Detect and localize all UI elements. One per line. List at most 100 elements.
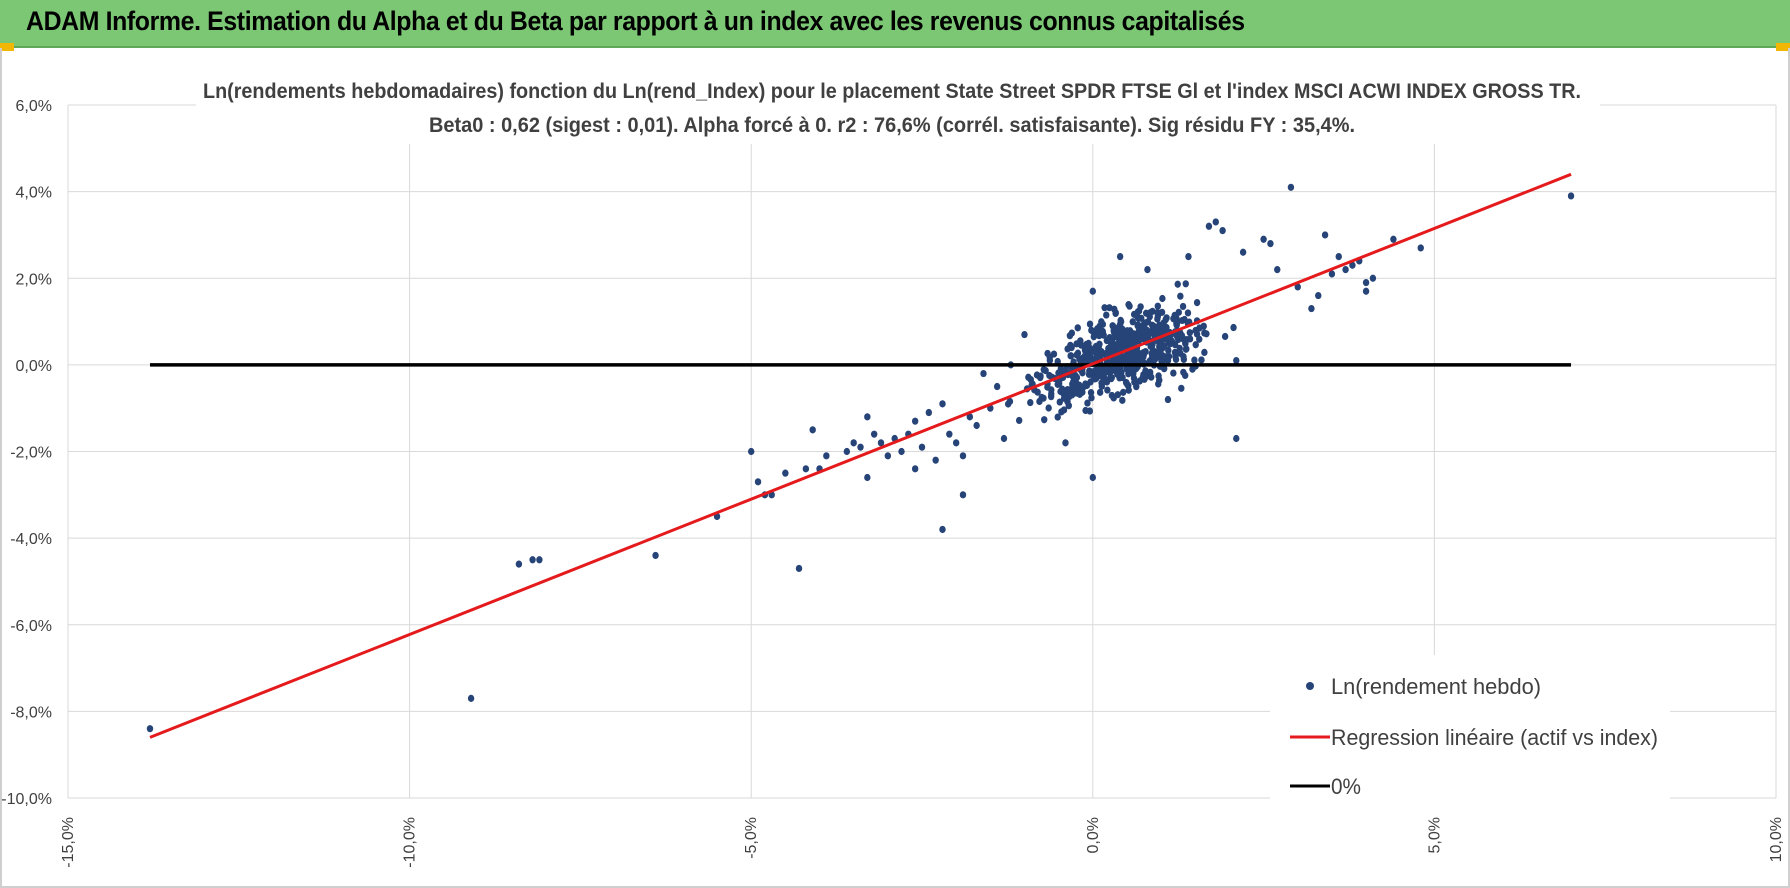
data-point — [1101, 304, 1108, 312]
data-point — [1057, 364, 1065, 373]
data-point — [1144, 265, 1151, 274]
report-banner: ADAM Informe. Estimation du Alpha et du … — [0, 0, 1790, 48]
data-point — [1172, 352, 1179, 361]
data-point — [857, 443, 864, 451]
legend-marker-points — [1306, 682, 1314, 690]
data-point — [1027, 398, 1034, 407]
data-point — [1120, 333, 1127, 341]
data-point — [1107, 339, 1115, 347]
data-point — [1129, 332, 1137, 340]
data-point — [1154, 308, 1161, 317]
data-point — [1155, 380, 1162, 388]
data-point — [1094, 325, 1101, 333]
data-point — [843, 447, 851, 456]
data-point — [1104, 386, 1111, 394]
data-point — [1116, 364, 1124, 373]
data-point — [1184, 309, 1192, 317]
data-point — [1021, 330, 1028, 339]
data-point — [1201, 348, 1208, 357]
x-tick-label: 10,0% — [1768, 817, 1785, 862]
data-point — [1085, 370, 1093, 379]
data-point — [1067, 352, 1075, 360]
data-point — [1149, 350, 1156, 358]
data-point — [911, 465, 919, 473]
data-point — [1152, 329, 1159, 337]
corner-marker-left — [0, 43, 14, 51]
y-tick-label: -2,0% — [10, 445, 52, 462]
data-point — [1116, 325, 1123, 333]
data-point — [1065, 402, 1072, 410]
data-point — [939, 400, 946, 408]
data-point — [754, 478, 762, 486]
data-point — [1267, 240, 1274, 248]
data-point — [1308, 304, 1315, 313]
regression-line — [149, 172, 1572, 739]
data-point — [1056, 398, 1063, 406]
data-point — [1221, 332, 1229, 341]
x-tick-label: 5,0% — [1426, 817, 1443, 853]
data-point — [1233, 356, 1240, 365]
data-point — [1069, 380, 1076, 388]
data-point — [1205, 222, 1213, 230]
data-point — [1073, 389, 1081, 397]
data-point — [1186, 329, 1194, 337]
data-point — [1064, 385, 1071, 394]
data-point — [1077, 337, 1084, 345]
data-point — [1119, 388, 1127, 396]
data-point — [515, 560, 523, 568]
data-point — [1146, 357, 1153, 365]
data-point — [529, 556, 536, 564]
data-point — [1000, 434, 1008, 443]
scatter-points — [146, 183, 1575, 733]
x-tick-label: -5,0% — [743, 817, 760, 859]
data-point — [1123, 353, 1130, 361]
data-point — [1087, 389, 1095, 397]
data-point — [1315, 291, 1322, 300]
data-point — [1074, 324, 1081, 332]
data-point — [1180, 355, 1188, 364]
data-point — [1125, 386, 1132, 394]
data-point — [932, 456, 939, 464]
y-tick-label: 2,0% — [16, 271, 52, 288]
data-point — [1062, 439, 1069, 447]
data-point — [1143, 330, 1150, 338]
y-tick-label: 6,0% — [16, 98, 52, 115]
data-point — [1161, 342, 1168, 350]
data-point — [467, 694, 475, 702]
data-point — [925, 408, 933, 417]
data-point — [952, 439, 960, 447]
data-point — [1362, 278, 1370, 287]
data-point — [1046, 356, 1054, 365]
data-point — [1294, 283, 1301, 291]
data-point — [1287, 183, 1295, 191]
data-point — [748, 447, 755, 456]
data-point — [870, 430, 878, 438]
data-point — [1082, 406, 1089, 415]
data-point — [1212, 218, 1219, 226]
data-point — [1349, 261, 1356, 269]
data-point — [980, 369, 987, 378]
data-point — [1058, 387, 1066, 395]
data-point — [809, 426, 816, 434]
data-point — [1164, 356, 1172, 365]
data-point — [1091, 375, 1099, 383]
data-point — [1134, 313, 1141, 321]
data-point — [1103, 311, 1110, 319]
data-point — [1342, 265, 1349, 274]
data-point — [1099, 320, 1107, 328]
data-point — [1045, 404, 1052, 412]
data-point — [1124, 380, 1131, 389]
data-point — [1046, 371, 1053, 380]
data-point — [973, 421, 980, 430]
x-tick-label: 0,0% — [1085, 817, 1102, 853]
chart-title: Ln(rendements hebdomadaires) fonction du… — [196, 68, 1600, 144]
data-point — [1203, 330, 1210, 338]
data-point — [1033, 371, 1041, 379]
data-point — [1119, 396, 1126, 404]
data-point — [993, 382, 1001, 391]
data-point — [1096, 388, 1104, 396]
data-point — [1040, 366, 1047, 374]
data-point — [1134, 308, 1142, 316]
data-point — [1096, 369, 1103, 377]
data-point — [884, 452, 892, 460]
